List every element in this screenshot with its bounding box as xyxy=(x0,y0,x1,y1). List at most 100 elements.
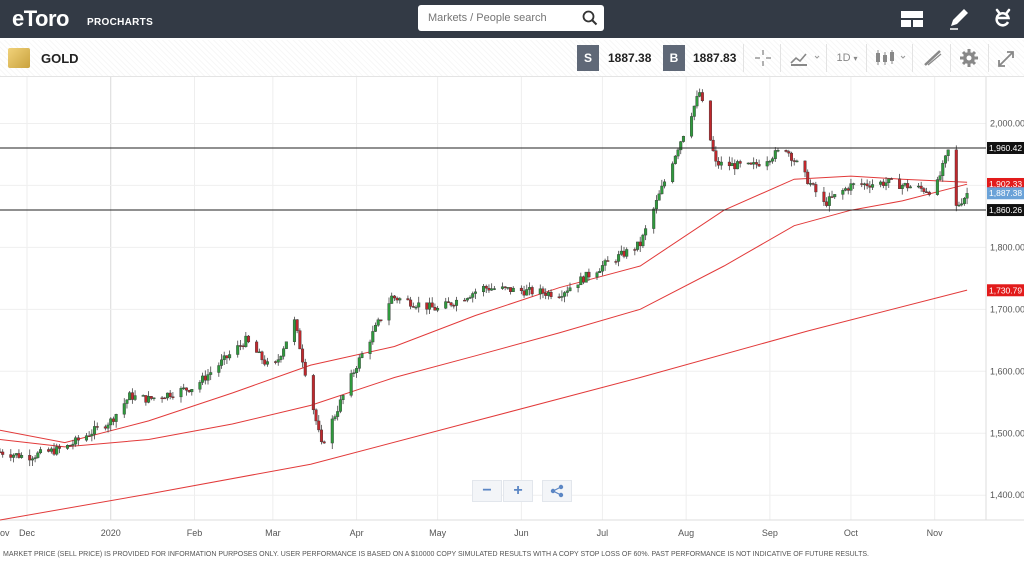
candle-body xyxy=(568,287,572,292)
candle-body xyxy=(544,293,548,296)
y-tick-label: 2,000.00 xyxy=(990,118,1024,128)
candle-body xyxy=(690,116,694,137)
candle-body xyxy=(66,444,70,449)
candle-body xyxy=(392,295,396,299)
candle-body xyxy=(395,297,399,301)
candle-body xyxy=(511,287,515,292)
candle-body xyxy=(87,435,91,437)
candle-body xyxy=(503,286,507,288)
candle-body xyxy=(700,92,704,102)
pencil-icon[interactable] xyxy=(946,6,972,32)
candle-body xyxy=(884,182,888,186)
price-chart[interactable]: ov Dec 2020 Feb Mar Apr May Jun Jul Aug Sep Oct Nov 2… xyxy=(0,77,1024,547)
buy-price[interactable]: 1887.83 xyxy=(693,51,737,65)
candle-body xyxy=(482,285,486,293)
candle-body xyxy=(317,420,321,431)
candle-body xyxy=(660,185,664,195)
zoom-in-button[interactable]: + xyxy=(503,480,533,502)
candle-body xyxy=(654,200,658,210)
etoro-e-icon[interactable] xyxy=(990,6,1016,32)
candle-body xyxy=(746,162,750,165)
instrument-toolbar: GOLD S 1887.38 B 1887.83 1D ▾ xyxy=(0,40,1024,77)
candle-body xyxy=(201,375,205,383)
candle-body xyxy=(681,135,685,142)
timeframe-selector[interactable]: 1D ▾ xyxy=(832,44,862,72)
candle-body xyxy=(125,399,129,404)
gear-icon[interactable] xyxy=(956,44,982,72)
candle-body xyxy=(925,191,929,193)
candle-body xyxy=(625,249,629,257)
toolbar-divider xyxy=(988,44,989,72)
candle-body xyxy=(71,443,75,446)
candle-body xyxy=(849,183,853,191)
candle-body xyxy=(341,395,345,400)
layout-icon[interactable] xyxy=(899,6,925,32)
candle-body xyxy=(484,285,488,289)
candle-body xyxy=(133,395,137,400)
drawing-icon[interactable] xyxy=(920,44,946,72)
toolbar-divider xyxy=(780,44,781,72)
y-tick-label: 1,800.00 xyxy=(990,242,1024,252)
candle-body xyxy=(160,397,164,400)
candle-body xyxy=(965,193,969,199)
candle-body xyxy=(95,426,99,428)
chart-type-icon[interactable] xyxy=(788,44,824,72)
candle-body xyxy=(900,185,904,189)
search-icon[interactable] xyxy=(581,9,599,27)
share-button[interactable] xyxy=(542,480,572,502)
candle-body xyxy=(247,335,251,343)
candle-body xyxy=(776,150,780,152)
x-tick-label: Oct xyxy=(844,528,859,538)
candle-body xyxy=(633,249,637,251)
price-line-label-bg xyxy=(987,204,1024,217)
etoro-logo[interactable]: eToro xyxy=(12,6,69,31)
candle-body xyxy=(765,161,769,167)
candle-body xyxy=(165,392,169,399)
candle-body xyxy=(757,164,761,167)
candle-body xyxy=(860,183,864,185)
candle-body xyxy=(198,382,202,390)
candle-body xyxy=(465,298,469,301)
zoom-out-button[interactable]: − xyxy=(472,480,502,502)
candle-body xyxy=(84,435,88,441)
candle-body xyxy=(390,295,394,304)
candle-body xyxy=(455,299,459,306)
candle-body xyxy=(692,105,696,117)
candle-body xyxy=(76,437,80,441)
buy-button[interactable]: B xyxy=(663,45,685,71)
candle-body xyxy=(565,290,569,293)
toolbar-divider xyxy=(826,44,827,72)
candle-body xyxy=(619,250,623,255)
candle-body xyxy=(833,194,837,198)
fullscreen-icon[interactable] xyxy=(994,44,1018,72)
candle-body xyxy=(490,288,494,291)
candle-body xyxy=(30,458,34,461)
candle-body xyxy=(576,284,580,288)
candle-body xyxy=(322,441,326,444)
candle-body xyxy=(387,303,391,321)
candles-icon[interactable] xyxy=(872,44,910,72)
candle-body xyxy=(311,375,315,411)
price-tag-bg xyxy=(987,187,1024,200)
crosshair-icon[interactable] xyxy=(750,44,776,72)
candle-body xyxy=(614,261,618,263)
candle-body xyxy=(417,302,421,308)
candle-body xyxy=(522,290,526,296)
candle-body xyxy=(695,96,699,107)
candle-body xyxy=(487,287,491,291)
candle-body xyxy=(698,92,702,97)
sell-button[interactable]: S xyxy=(577,45,599,71)
candle-body xyxy=(733,163,737,170)
sell-price[interactable]: 1887.38 xyxy=(608,51,652,65)
candle-body xyxy=(546,291,550,296)
candle-body xyxy=(922,188,926,192)
candle-body xyxy=(352,372,356,374)
moving-average-line xyxy=(0,289,968,521)
candle-body xyxy=(425,302,429,310)
candle-body xyxy=(941,163,945,176)
candle-body xyxy=(111,418,115,422)
candle-body xyxy=(203,375,207,381)
candle-body xyxy=(93,426,97,435)
candle-body xyxy=(1,451,5,455)
search-input[interactable] xyxy=(418,5,604,31)
